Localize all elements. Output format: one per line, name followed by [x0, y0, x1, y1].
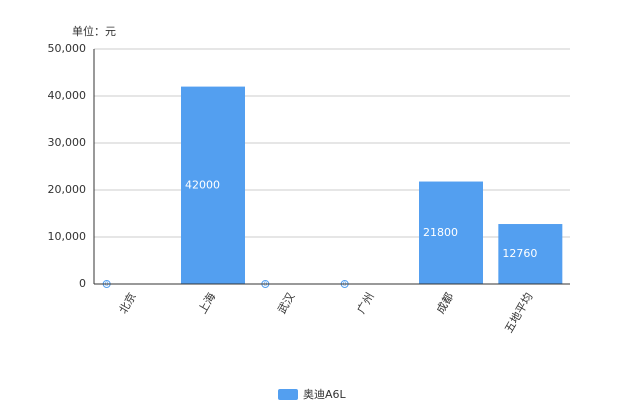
x-tick-label: 五地平均	[502, 291, 535, 336]
x-tick-label: 成都	[434, 291, 456, 317]
y-tick-label: 0	[79, 277, 86, 290]
y-tick-label: 30,000	[48, 136, 87, 149]
y-tick-label: 50,000	[48, 42, 87, 55]
bar	[181, 86, 245, 284]
value-label: 42000	[185, 178, 220, 191]
bar	[498, 224, 563, 284]
bar	[419, 181, 483, 284]
x-tick-label: 北京	[116, 290, 139, 316]
y-tick-label: 40,000	[48, 89, 87, 102]
x-tick-label: 上海	[195, 290, 218, 316]
legend-swatch	[278, 389, 298, 400]
y-tick-label: 20,000	[48, 183, 87, 196]
value-label: 21800	[423, 226, 458, 239]
legend-label: 奥迪A6L	[303, 387, 347, 401]
y-tick-label: 10,000	[48, 230, 87, 243]
value-label: 12760	[502, 247, 537, 260]
x-tick-label: 广州	[355, 291, 377, 317]
x-tick-label: 武汉	[275, 291, 297, 317]
y-axis-label: 单位：元	[72, 24, 116, 38]
